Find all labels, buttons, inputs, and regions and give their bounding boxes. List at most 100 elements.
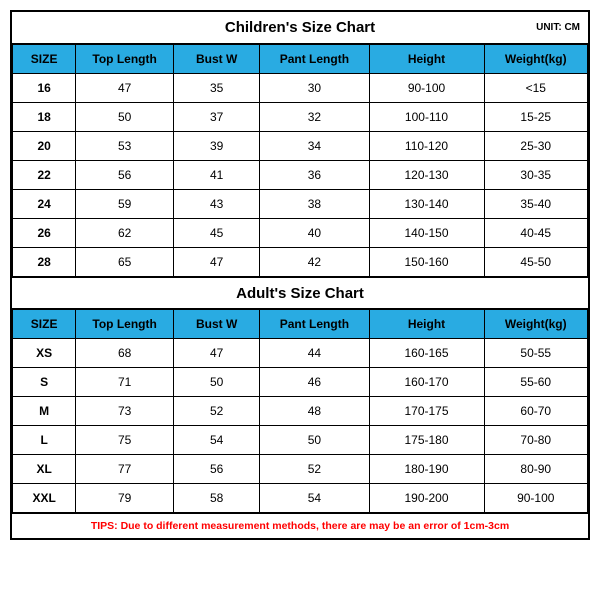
- adult-table-header: SIZETop LengthBust WPant LengthHeightWei…: [13, 310, 588, 339]
- table-cell: 48: [260, 397, 369, 426]
- table-column-header: Weight(kg): [484, 45, 588, 74]
- tips-text: TIPS: Due to different measurement metho…: [12, 513, 588, 538]
- table-cell: 45-50: [484, 248, 588, 277]
- table-cell: 30-35: [484, 161, 588, 190]
- table-column-header: SIZE: [13, 45, 76, 74]
- table-cell: 180-190: [369, 455, 484, 484]
- table-cell: 34: [260, 132, 369, 161]
- table-column-header: Bust W: [174, 45, 260, 74]
- table-cell: 45: [174, 219, 260, 248]
- table-cell: 55-60: [484, 368, 588, 397]
- table-cell: 16: [13, 74, 76, 103]
- table-cell: 52: [260, 455, 369, 484]
- table-cell: 65: [76, 248, 174, 277]
- table-cell: 150-160: [369, 248, 484, 277]
- table-cell: 40: [260, 219, 369, 248]
- children-chart-title: Children's Size Chart: [225, 19, 375, 36]
- table-cell: 68: [76, 339, 174, 368]
- table-cell: M: [13, 397, 76, 426]
- table-cell: 80-90: [484, 455, 588, 484]
- table-column-header: Weight(kg): [484, 310, 588, 339]
- table-row: 22564136120-13030-35: [13, 161, 588, 190]
- table-row: XL775652180-19080-90: [13, 455, 588, 484]
- table-cell: 47: [174, 248, 260, 277]
- adult-table-body: XS684744160-16550-55S715046160-17055-60M…: [13, 339, 588, 513]
- table-column-header: Top Length: [76, 310, 174, 339]
- table-cell: 53: [76, 132, 174, 161]
- table-column-header: Pant Length: [260, 45, 369, 74]
- table-cell: 71: [76, 368, 174, 397]
- children-table-body: 1647353090-100<1518503732100-11015-25205…: [13, 74, 588, 277]
- table-cell: 170-175: [369, 397, 484, 426]
- table-cell: 47: [174, 339, 260, 368]
- table-cell: 32: [260, 103, 369, 132]
- table-cell: 42: [260, 248, 369, 277]
- table-cell: 50: [174, 368, 260, 397]
- table-row: 18503732100-11015-25: [13, 103, 588, 132]
- table-column-header: SIZE: [13, 310, 76, 339]
- table-cell: 28: [13, 248, 76, 277]
- table-cell: 120-130: [369, 161, 484, 190]
- table-column-header: Height: [369, 45, 484, 74]
- table-column-header: Height: [369, 310, 484, 339]
- table-cell: 60-70: [484, 397, 588, 426]
- table-cell: 38: [260, 190, 369, 219]
- table-cell: 22: [13, 161, 76, 190]
- table-cell: 100-110: [369, 103, 484, 132]
- table-cell: 90-100: [369, 74, 484, 103]
- adult-chart-title: Adult's Size Chart: [236, 285, 364, 302]
- table-cell: 59: [76, 190, 174, 219]
- table-cell: 44: [260, 339, 369, 368]
- table-cell: 175-180: [369, 426, 484, 455]
- adult-title-row: Adult's Size Chart: [12, 277, 588, 309]
- table-cell: 24: [13, 190, 76, 219]
- table-cell: 46: [260, 368, 369, 397]
- table-cell: 56: [76, 161, 174, 190]
- table-row: S715046160-17055-60: [13, 368, 588, 397]
- children-table-header: SIZETop LengthBust WPant LengthHeightWei…: [13, 45, 588, 74]
- table-cell: 18: [13, 103, 76, 132]
- table-cell: 50: [260, 426, 369, 455]
- table-cell: 41: [174, 161, 260, 190]
- table-row: 20533934110-12025-30: [13, 132, 588, 161]
- unit-label: UNIT: CM: [536, 22, 580, 33]
- table-cell: 130-140: [369, 190, 484, 219]
- table-column-header: Bust W: [174, 310, 260, 339]
- table-cell: 47: [76, 74, 174, 103]
- table-row: 28654742150-16045-50: [13, 248, 588, 277]
- table-column-header: Top Length: [76, 45, 174, 74]
- table-cell: 39: [174, 132, 260, 161]
- children-size-table: SIZETop LengthBust WPant LengthHeightWei…: [12, 44, 588, 277]
- table-cell: 37: [174, 103, 260, 132]
- table-cell: L: [13, 426, 76, 455]
- table-cell: 15-25: [484, 103, 588, 132]
- table-cell: <15: [484, 74, 588, 103]
- table-cell: 160-170: [369, 368, 484, 397]
- table-row: XXL795854190-20090-100: [13, 484, 588, 513]
- table-cell: XL: [13, 455, 76, 484]
- table-cell: 79: [76, 484, 174, 513]
- table-row: L755450175-18070-80: [13, 426, 588, 455]
- table-row: XS684744160-16550-55: [13, 339, 588, 368]
- table-cell: 140-150: [369, 219, 484, 248]
- table-cell: 25-30: [484, 132, 588, 161]
- table-row: 24594338130-14035-40: [13, 190, 588, 219]
- table-cell: 90-100: [484, 484, 588, 513]
- table-cell: 160-165: [369, 339, 484, 368]
- table-row: 1647353090-100<15: [13, 74, 588, 103]
- table-row: M735248170-17560-70: [13, 397, 588, 426]
- table-cell: 110-120: [369, 132, 484, 161]
- children-title-row: Children's Size Chart UNIT: CM: [12, 12, 588, 44]
- table-cell: S: [13, 368, 76, 397]
- table-cell: 20: [13, 132, 76, 161]
- table-cell: 190-200: [369, 484, 484, 513]
- adult-size-table: SIZETop LengthBust WPant LengthHeightWei…: [12, 309, 588, 513]
- table-cell: 35-40: [484, 190, 588, 219]
- table-cell: 77: [76, 455, 174, 484]
- table-cell: 36: [260, 161, 369, 190]
- table-cell: 30: [260, 74, 369, 103]
- table-cell: 54: [260, 484, 369, 513]
- table-cell: 54: [174, 426, 260, 455]
- table-cell: 58: [174, 484, 260, 513]
- table-column-header: Pant Length: [260, 310, 369, 339]
